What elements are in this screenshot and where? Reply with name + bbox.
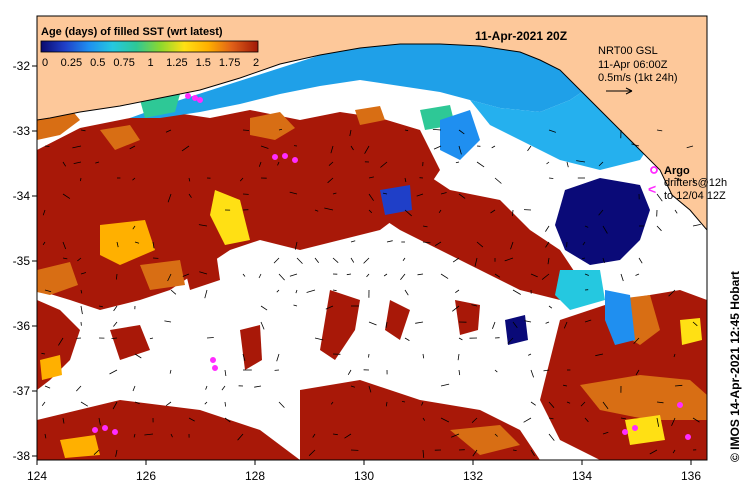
x-tick-label: 136 [681,469,701,483]
colorbar-tick-label: 0.25 [61,57,82,69]
y-tick-label: -35 [13,254,31,268]
x-tick-label: 128 [245,469,265,483]
drifters-label-line1: drifters@12h [664,177,727,189]
x-tick-label: 124 [27,469,47,483]
y-tick-label: -36 [13,319,31,333]
colorbar-ticks: 0 0.25 0.5 0.75 1 1.25 1.5 1.75 2 [42,57,259,69]
colorbar-tick-label: 2 [253,57,259,69]
drifter-symbol-icon: < [648,181,656,197]
y-axis: -32 -33 -34 -35 -36 -37 -38 [13,59,37,463]
x-tick-label: 134 [572,469,592,483]
nrt-note-line1: NRT00 GSL [598,45,658,57]
y-tick-label: -32 [13,59,31,73]
y-tick-label: -34 [13,189,31,203]
colorbar-tick-label: 1.75 [219,57,240,69]
fresh-sst-spot [505,315,528,345]
colorbar-title: Age (days) of filled SST (wrt latest) [41,26,223,38]
colorbar-bar [41,41,258,52]
current-vector [45,146,49,147]
colorbar-tick-label: 0 [42,57,48,69]
x-axis: 124 126 128 130 132 134 136 [27,460,701,483]
y-tick-label: -38 [13,449,31,463]
y-tick-label: -33 [13,124,31,138]
colorbar-tick-label: 0.75 [113,57,134,69]
nrt-note-line2: 11-Apr 06:00Z [598,59,668,71]
colorbar-tick-label: 1 [147,57,153,69]
current-vector [369,354,370,358]
x-tick-label: 126 [136,469,156,483]
current-vector [243,130,249,131]
colorbar-tick-label: 0.5 [90,57,105,69]
argo-label: Argo [664,165,690,177]
colorbar-tick-label: 1.5 [196,57,211,69]
y-tick-label: -37 [13,384,31,398]
x-tick-label: 130 [354,469,374,483]
current-vector [207,338,214,339]
drifters-label-line2: to 12/04 12Z [664,190,726,202]
imos-credit: © IMOS 14-Apr-2021 12:45 Hobart [728,271,742,462]
map-title: 11-Apr-2021 20Z [475,29,567,43]
nrt-note-line3: 0.5m/s (1kt 24h) [598,72,677,84]
colorbar-tick-label: 1.25 [166,57,187,69]
current-vector [549,178,553,179]
x-tick-label: 132 [463,469,483,483]
